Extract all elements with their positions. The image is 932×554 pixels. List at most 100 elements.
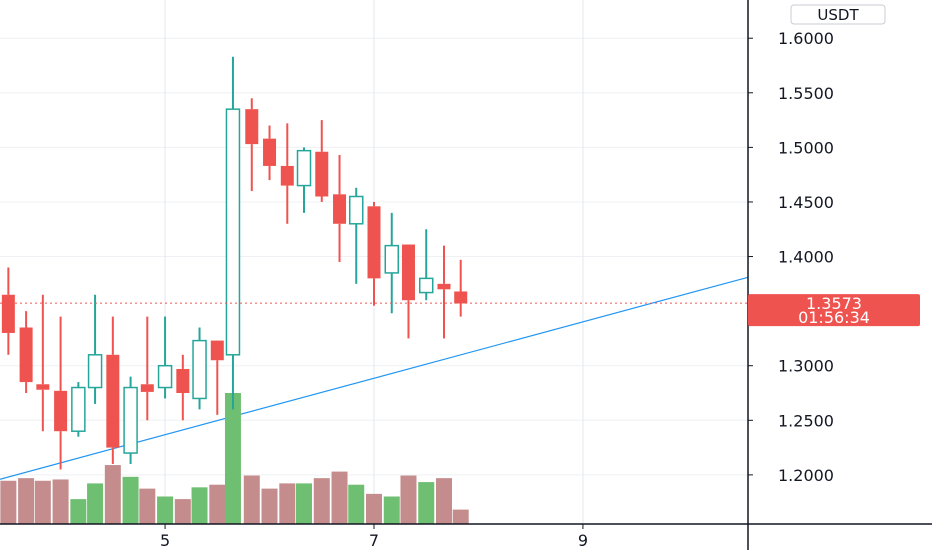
candle-body	[418, 277, 434, 294]
candle	[36, 294, 50, 432]
volume-bar	[400, 475, 417, 524]
volume-bar	[418, 482, 435, 524]
volume-bar	[209, 484, 226, 524]
candle	[454, 259, 468, 317]
x-tick-label: 5	[160, 531, 170, 550]
volume-bar	[261, 488, 278, 524]
volume-bars	[0, 393, 469, 524]
volume-bar	[104, 465, 121, 524]
candle-body	[384, 244, 400, 274]
volume-bar	[331, 471, 348, 524]
volume-bar	[0, 480, 17, 524]
candle-body	[454, 291, 468, 304]
volume-bar	[279, 483, 296, 524]
candle-body	[225, 108, 241, 356]
candle-body	[333, 194, 347, 224]
current-price-label: 1.3573	[806, 294, 862, 313]
candle-body	[1, 294, 15, 333]
candle-body	[176, 368, 190, 393]
candle-body	[437, 283, 451, 290]
candle	[192, 327, 207, 410]
y-tick-label: 1.3000	[778, 357, 834, 376]
candle	[384, 212, 400, 314]
volume-bar	[296, 483, 313, 524]
candle	[296, 147, 312, 213]
volume-bar	[34, 480, 51, 524]
volume-bar	[139, 488, 156, 524]
volume-bar	[191, 487, 208, 524]
candle	[418, 229, 434, 301]
candle-body	[315, 151, 329, 197]
volume-bar	[70, 499, 87, 524]
candle-body	[71, 386, 86, 432]
y-tick-label: 1.6000	[778, 29, 834, 48]
candle	[263, 125, 277, 181]
candle-body	[140, 384, 154, 392]
candle	[367, 201, 381, 306]
candle	[348, 187, 364, 284]
candle	[315, 120, 329, 202]
candle	[176, 354, 190, 421]
candle	[280, 123, 294, 224]
candle-body	[123, 386, 138, 454]
volume-bar	[87, 483, 104, 524]
candle	[225, 56, 241, 410]
volume-bar	[452, 509, 469, 524]
volume-bar	[157, 496, 174, 524]
candle	[123, 376, 138, 464]
volume-bar	[174, 499, 191, 524]
x-tick-label: 9	[578, 531, 588, 550]
candle	[157, 316, 173, 399]
candle	[1, 267, 15, 355]
candle-body	[87, 354, 103, 389]
candle	[333, 155, 347, 262]
y-tick-label: 1.5000	[778, 138, 834, 157]
y-tick-label: 1.2000	[778, 466, 834, 485]
y-tick-label: 1.4500	[778, 193, 834, 212]
candle-body	[280, 165, 294, 186]
candle-body	[36, 384, 50, 390]
candle	[19, 311, 33, 393]
volume-bar	[18, 478, 35, 524]
candle-body	[192, 339, 207, 400]
volume-bar	[383, 496, 400, 524]
candle	[106, 316, 120, 464]
candle-body	[367, 206, 381, 279]
candle	[54, 316, 68, 470]
candle	[437, 245, 451, 339]
current-price-marker: 1.3573 01:56:34	[0, 294, 920, 327]
volume-bar	[435, 478, 452, 524]
candle-body	[348, 195, 364, 225]
volume-bar	[52, 479, 69, 524]
candle-body	[106, 354, 120, 448]
current-price-box	[748, 294, 920, 327]
candle-body	[54, 390, 68, 432]
bar-countdown-label: 01:56:34	[798, 308, 870, 327]
volume-bar	[243, 475, 260, 524]
candle	[140, 316, 154, 421]
currency-badge[interactable]: USDT	[790, 4, 886, 25]
candles	[1, 56, 468, 470]
candle-body	[296, 149, 312, 187]
candle-body	[263, 138, 277, 166]
candle-body	[210, 340, 224, 361]
volume-bar	[313, 478, 330, 524]
candle-body	[157, 364, 173, 389]
candle-body	[401, 244, 415, 301]
candle	[245, 98, 259, 192]
candle	[210, 340, 224, 415]
volume-bar	[348, 484, 365, 524]
y-tick-label: 1.4000	[778, 248, 834, 267]
candle	[71, 382, 86, 437]
volume-bar	[122, 476, 139, 524]
candle	[401, 244, 415, 339]
candle-body	[245, 109, 259, 145]
y-tick-label: 1.5500	[778, 84, 834, 103]
x-tick-label: 7	[369, 531, 379, 550]
volume-bar	[224, 393, 241, 524]
candle-body	[19, 327, 33, 383]
volume-bar	[366, 493, 382, 524]
